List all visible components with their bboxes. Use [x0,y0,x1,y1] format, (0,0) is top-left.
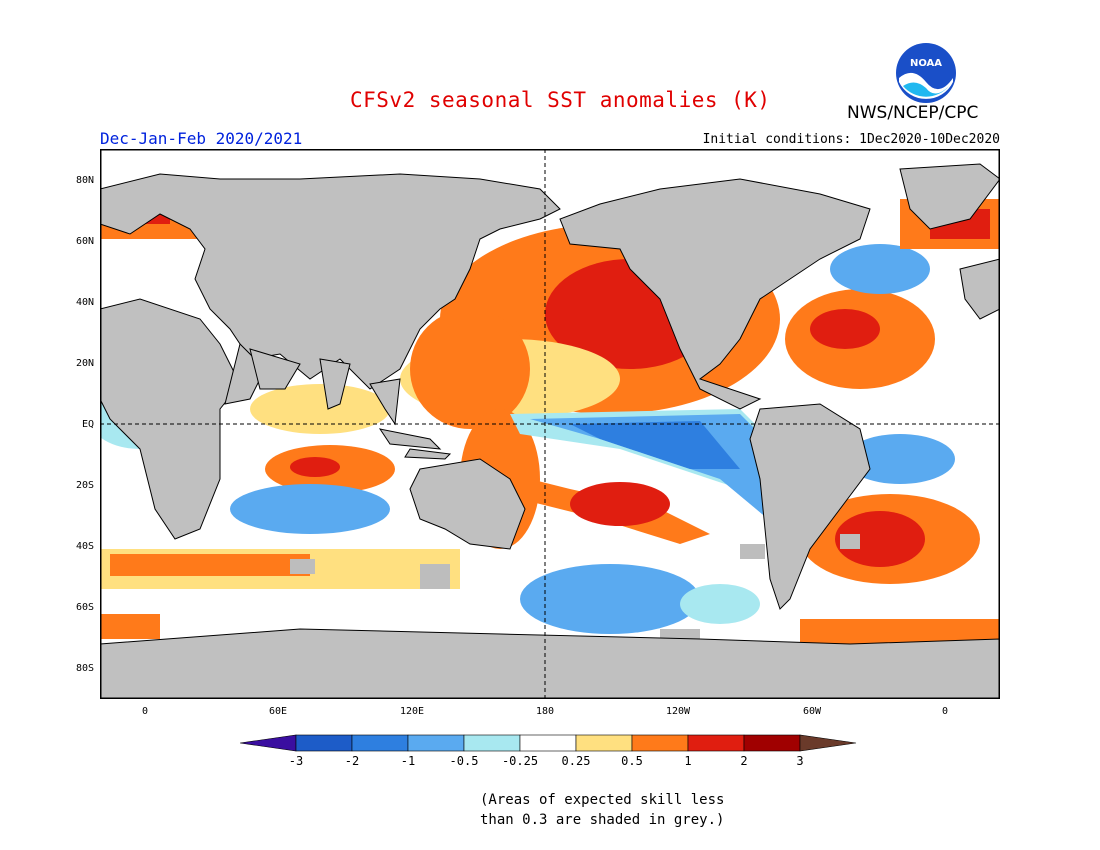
colorbar-tick-label: -0.25 [501,754,539,768]
colorbar-tick-label: 1 [684,754,692,768]
colorbar-tick-label: 0.5 [621,754,643,768]
low-skill-patches [290,534,860,641]
logo-text: NOAA [910,58,942,69]
colorbar-tick-label: 3 [796,754,804,768]
colorbar-segment [687,734,745,752]
colorbar-tick-label: 0.25 [561,754,591,768]
colorbar-segment [575,734,633,752]
lon-label: 60W [802,706,822,717]
colorbar-segment [631,734,689,752]
lat-label: 60N [75,236,94,247]
lon-label: 180 [535,706,555,717]
colorbar-segment [295,734,353,752]
colorbar-arrow-high [799,734,857,752]
skill-note-line1: (Areas of expected skill less [480,792,725,808]
lat-label: 40N [75,297,94,308]
lat-label: 80S [75,663,94,674]
colorbar-segment [743,734,801,752]
colorbar-segment [407,734,465,752]
lon-label: 0 [941,706,949,717]
land [100,163,1000,699]
initial-conditions-label: Initial conditions: 1Dec2020-10Dec2020 [702,132,1000,147]
colorbar-segment [519,734,577,752]
lon-label: 120E [399,706,425,717]
season-label: Dec-Jan-Feb 2020/2021 [100,129,303,148]
colorbar-tick-label: -2 [344,754,360,768]
lat-label: EQ [81,419,94,430]
sst-anomaly-map [100,149,1000,699]
colorbar-segment [351,734,409,752]
colorbar-arrow-low [240,734,297,752]
map-title: CFSv2 seasonal SST anomalies (K) [350,88,771,112]
skill-note-line2: than 0.3 are shaded in grey.) [480,812,725,828]
colorbar [240,734,857,752]
colorbar-tick-label: -1 [400,754,416,768]
lon-label: 0 [141,706,149,717]
agency-label: NWS/NCEP/CPC [847,103,979,123]
colorbar-tick-label: -0.5 [449,754,479,768]
colorbar-tick-label: 2 [740,754,748,768]
lon-label: 120W [665,706,691,717]
map-frame [100,149,1000,699]
noaa-logo: NOAA [896,43,956,103]
colorbar-tick-label: -3 [288,754,304,768]
lat-label: 20S [75,480,94,491]
lat-label: 80N [75,175,94,186]
lon-label: 60E [268,706,288,717]
lat-label: 40S [75,541,94,552]
lat-label: 60S [75,602,94,613]
lat-label: 20N [75,358,94,369]
colorbar-segment [463,734,521,752]
